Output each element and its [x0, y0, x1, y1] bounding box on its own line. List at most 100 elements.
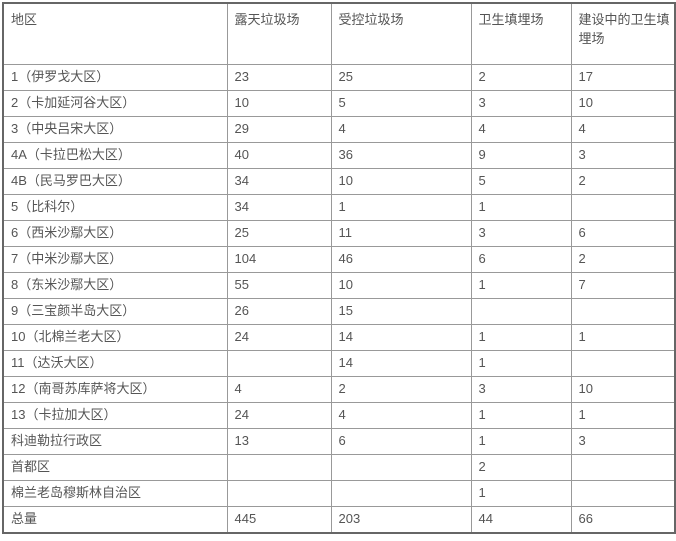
cell-value [226, 454, 332, 481]
cell-value: 4 [470, 116, 572, 143]
cell-value: 1 [470, 194, 572, 221]
table-row: 10（北棉兰老大区） 24 14 1 1 [2, 324, 676, 351]
column-header: 受控垃圾场 [330, 2, 472, 65]
cell-value: 3 [570, 142, 676, 169]
column-header: 卫生填埋场 [470, 2, 572, 65]
cell-region: 科迪勒拉行政区 [2, 428, 228, 455]
cell-value: 25 [226, 220, 332, 247]
cell-value [330, 454, 472, 481]
table-row: 首都区 2 [2, 454, 676, 481]
cell-value: 26 [226, 298, 332, 325]
cell-value: 3 [570, 428, 676, 455]
cell-value [570, 298, 676, 325]
cell-value: 5 [330, 90, 472, 117]
cell-value [226, 480, 332, 507]
cell-value: 24 [226, 402, 332, 429]
cell-value: 23 [226, 64, 332, 91]
cell-value: 46 [330, 246, 472, 273]
cell-value: 1 [470, 402, 572, 429]
cell-value: 445 [226, 505, 332, 534]
cell-value: 1 [470, 324, 572, 351]
cell-region: 4A（卡拉巴松大区） [2, 142, 228, 169]
cell-value: 14 [330, 324, 472, 351]
cell-value [570, 480, 676, 507]
cell-region: 13（卡拉加大区） [2, 402, 228, 429]
cell-value: 3 [470, 376, 572, 403]
cell-value: 4 [226, 376, 332, 403]
cell-value: 25 [330, 64, 472, 91]
table-row: 4A（卡拉巴松大区） 40 36 9 3 [2, 142, 676, 169]
table-row: 12（南哥苏库萨将大区） 4 2 3 10 [2, 376, 676, 403]
cell-region: 4B（民马罗巴大区） [2, 168, 228, 195]
column-header: 建设中的卫生填埋场 [570, 2, 676, 65]
table-row: 2（卡加延河谷大区） 10 5 3 10 [2, 90, 676, 117]
table-row: 8（东米沙鄢大区） 55 10 1 7 [2, 272, 676, 299]
table-row: 11（达沃大区） 14 1 [2, 350, 676, 377]
cell-value: 11 [330, 220, 472, 247]
cell-value: 1 [330, 194, 472, 221]
cell-region: 12（南哥苏库萨将大区） [2, 376, 228, 403]
cell-region: 7（中米沙鄢大区） [2, 246, 228, 273]
cell-value: 104 [226, 246, 332, 273]
table-row: 6（西米沙鄢大区） 25 11 3 6 [2, 220, 676, 247]
cell-value [330, 480, 472, 507]
cell-value [226, 350, 332, 377]
cell-value: 14 [330, 350, 472, 377]
cell-value: 6 [470, 246, 572, 273]
cell-region: 10（北棉兰老大区） [2, 324, 228, 351]
cell-value: 9 [470, 142, 572, 169]
cell-value: 1 [470, 272, 572, 299]
cell-value: 17 [570, 64, 676, 91]
cell-value: 29 [226, 116, 332, 143]
cell-value: 5 [470, 168, 572, 195]
cell-value: 34 [226, 194, 332, 221]
cell-value: 10 [570, 90, 676, 117]
cell-region: 总量 [2, 505, 228, 534]
cell-value: 10 [330, 272, 472, 299]
cell-value: 24 [226, 324, 332, 351]
table-row: 4B（民马罗巴大区） 34 10 5 2 [2, 168, 676, 195]
table-row: 5（比科尔） 34 1 1 [2, 194, 676, 221]
table-row: 9（三宝颜半岛大区） 26 15 [2, 298, 676, 325]
cell-value [570, 350, 676, 377]
cell-value: 1 [570, 324, 676, 351]
cell-value: 13 [226, 428, 332, 455]
cell-region: 11（达沃大区） [2, 350, 228, 377]
column-header: 地区 [2, 2, 228, 65]
cell-value: 4 [570, 116, 676, 143]
cell-region: 8（东米沙鄢大区） [2, 272, 228, 299]
cell-value [570, 454, 676, 481]
cell-value: 2 [470, 454, 572, 481]
cell-region: 1（伊罗戈大区） [2, 64, 228, 91]
cell-region: 5（比科尔） [2, 194, 228, 221]
table-body: 1（伊罗戈大区） 23 25 2 17 2（卡加延河谷大区） 10 5 3 10 3（中央吕宋大区）… [2, 64, 676, 534]
cell-value: 2 [470, 64, 572, 91]
cell-value: 4 [330, 116, 472, 143]
cell-region: 2（卡加延河谷大区） [2, 90, 228, 117]
cell-value: 10 [330, 168, 472, 195]
cell-region: 9（三宝颜半岛大区） [2, 298, 228, 325]
cell-value: 1 [470, 428, 572, 455]
cell-value: 2 [570, 168, 676, 195]
table-row: 13（卡拉加大区） 24 4 1 1 [2, 402, 676, 429]
cell-value [470, 298, 572, 325]
table-row: 棉兰老岛穆斯林自治区 1 [2, 480, 676, 507]
table-row: 科迪勒拉行政区 13 6 1 3 [2, 428, 676, 455]
cell-value: 6 [330, 428, 472, 455]
cell-value: 2 [570, 246, 676, 273]
cell-value: 10 [570, 376, 676, 403]
table-row: 1（伊罗戈大区） 23 25 2 17 [2, 64, 676, 91]
cell-region: 6（西米沙鄢大区） [2, 220, 228, 247]
table-row: 7（中米沙鄢大区） 104 46 6 2 [2, 246, 676, 273]
cell-value: 1 [470, 350, 572, 377]
cell-value: 55 [226, 272, 332, 299]
cell-value: 2 [330, 376, 472, 403]
column-header: 露天垃圾场 [226, 2, 332, 65]
cell-region: 首都区 [2, 454, 228, 481]
cell-value: 36 [330, 142, 472, 169]
cell-value: 44 [470, 505, 572, 534]
cell-region: 棉兰老岛穆斯林自治区 [2, 480, 228, 507]
cell-value: 1 [570, 402, 676, 429]
cell-value: 40 [226, 142, 332, 169]
